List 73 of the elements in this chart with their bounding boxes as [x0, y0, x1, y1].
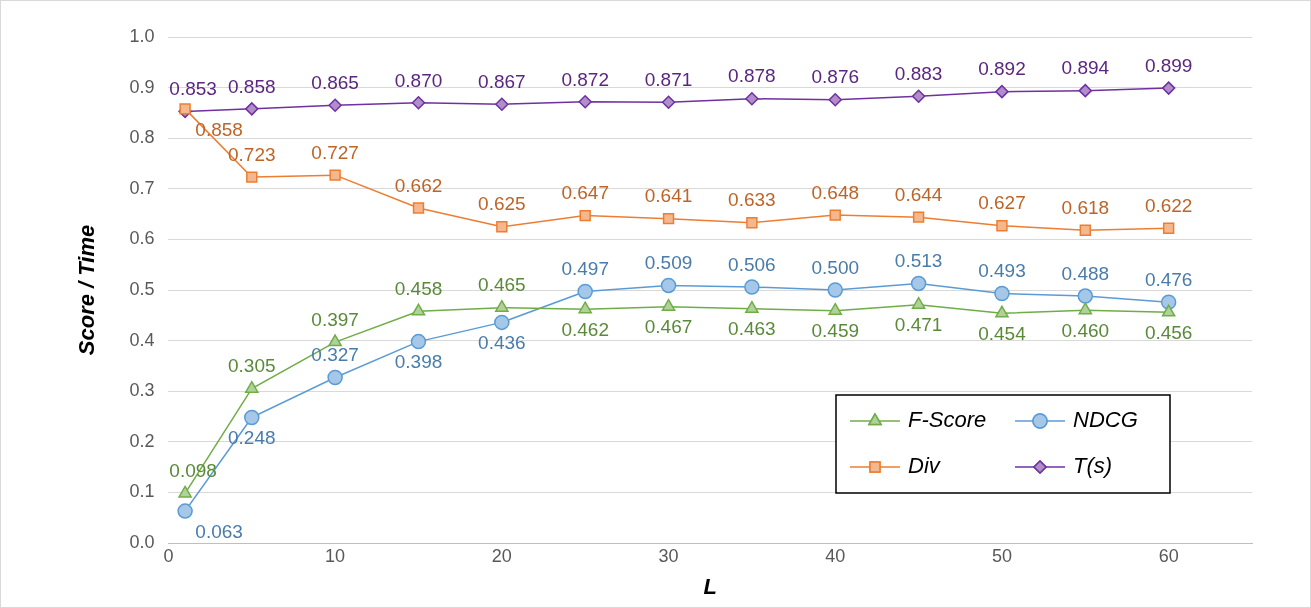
data-label: 0.500 — [811, 256, 860, 278]
data-label: 0.456 — [1144, 322, 1193, 343]
legend-label: Div — [908, 453, 942, 479]
data-label: 0.488 — [1061, 262, 1110, 284]
data-label: 0.876 — [811, 66, 860, 88]
y-tick-label: 0.4 — [129, 329, 155, 350]
data-label: 0.871 — [644, 69, 693, 91]
data-label: 0.723 — [228, 143, 276, 165]
data-label: 0.462 — [561, 318, 609, 340]
y-tick-label: 0.8 — [129, 127, 155, 148]
y-tick-label: 0.1 — [129, 481, 155, 502]
data-label: 0.894 — [1061, 57, 1110, 79]
data-label: 0.883 — [894, 62, 943, 84]
data-label: 0.878 — [728, 65, 776, 87]
data-label: 0.497 — [561, 258, 609, 280]
data-label: 0.662 — [394, 174, 443, 196]
legend-label: T(s) — [1073, 453, 1113, 479]
data-label: 0.305 — [228, 355, 276, 377]
data-label: 0.627 — [978, 192, 1026, 214]
data-label: 0.648 — [811, 181, 860, 203]
y-tick-label: 0.3 — [129, 380, 155, 401]
y-tick-label: 1.0 — [129, 25, 155, 46]
data-label: 0.867 — [478, 71, 526, 93]
data-label: 0.458 — [394, 277, 443, 299]
data-label: 0.899 — [1144, 54, 1193, 76]
data-label: 0.622 — [1144, 195, 1193, 216]
data-label: 0.870 — [394, 69, 443, 91]
data-label: 0.493 — [978, 260, 1026, 282]
x-tick-label: 20 — [491, 545, 512, 566]
data-label: 0.633 — [728, 189, 776, 211]
y-tick-label: 0.5 — [129, 278, 155, 299]
data-label: 0.853 — [169, 78, 217, 100]
data-label: 0.327 — [311, 344, 359, 366]
data-label: 0.647 — [561, 182, 609, 204]
y-tick-label: 0.6 — [129, 228, 155, 249]
x-tick-label: 30 — [658, 545, 679, 566]
data-label: 0.625 — [478, 193, 526, 215]
data-label: 0.063 — [195, 520, 243, 542]
data-label: 0.476 — [1144, 268, 1193, 290]
data-label: 0.467 — [644, 316, 693, 338]
y-tick-label: 0.0 — [129, 531, 155, 552]
data-label: 0.454 — [978, 323, 1027, 345]
y-tick-label: 0.2 — [129, 430, 155, 451]
data-label: 0.641 — [644, 185, 693, 207]
x-tick-label: 40 — [825, 545, 846, 566]
data-label: 0.618 — [1061, 197, 1110, 219]
data-label: 0.397 — [311, 308, 359, 330]
x-tick-label: 50 — [991, 545, 1012, 566]
data-label: 0.463 — [728, 318, 776, 340]
data-label: 0.471 — [894, 314, 943, 336]
x-axis-title: L — [703, 573, 717, 599]
data-label: 0.513 — [894, 250, 943, 272]
y-axis-title: Score / Time — [74, 224, 100, 356]
data-label: 0.892 — [978, 58, 1026, 80]
data-label: 0.459 — [811, 320, 860, 342]
data-label: 0.506 — [728, 253, 776, 275]
data-label: 0.865 — [311, 72, 359, 94]
x-tick-label: 10 — [325, 545, 346, 566]
x-tick-label: 0 — [163, 545, 174, 566]
data-label: 0.398 — [394, 351, 443, 373]
data-label: 0.465 — [478, 274, 526, 296]
data-label: 0.872 — [561, 68, 609, 90]
data-label: 0.644 — [894, 183, 943, 205]
x-tick-label: 60 — [1158, 545, 1179, 566]
data-label: 0.509 — [644, 252, 693, 274]
y-tick-label: 0.7 — [129, 177, 155, 198]
data-label: 0.436 — [478, 332, 526, 354]
data-label: 0.727 — [311, 141, 359, 163]
data-label: 0.460 — [1061, 319, 1110, 341]
data-label: 0.858 — [228, 75, 276, 97]
legend-label: NDCG — [1073, 407, 1138, 433]
legend-label: F-Score — [908, 407, 987, 433]
y-tick-label: 0.9 — [129, 76, 155, 97]
